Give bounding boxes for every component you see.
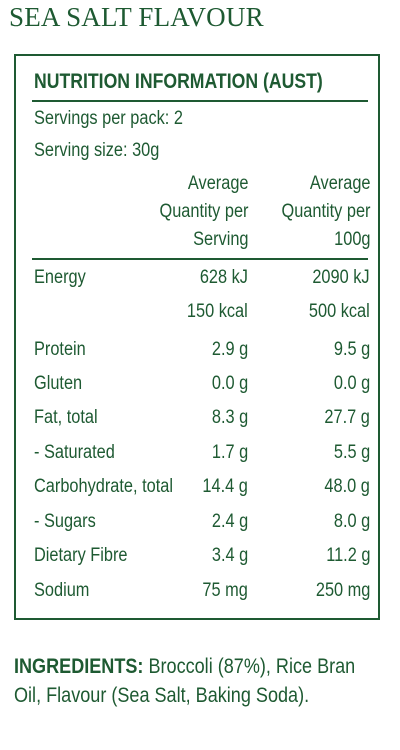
header-divider	[32, 258, 368, 260]
per-100g-value: 11.2 g	[325, 545, 370, 566]
row-label: Carbohydrate, total	[34, 476, 173, 497]
ingredients-label: INGREDIENTS:	[14, 655, 144, 678]
per-serving-value: 2.4 g	[211, 511, 248, 532]
per-serving-value: 3.4 g	[211, 545, 248, 566]
row-label: - Saturated	[34, 442, 115, 463]
per-100g-value: 27.7 g	[324, 407, 370, 428]
ingredients-statement: INGREDIENTS: Broccoli (87%), Rice Bran O…	[14, 652, 375, 710]
nutrition-panel: NUTRITION INFORMATION (AUST) Servings pe…	[14, 54, 380, 620]
per-serving-value: 75 mg	[202, 580, 248, 601]
nutrition-heading: NUTRITION INFORMATION (AUST)	[34, 70, 323, 93]
per-100g-value: 9.5 g	[333, 339, 370, 360]
heading-divider	[32, 100, 368, 102]
per-100g-value: 8.0 g	[333, 511, 370, 532]
per-100g-value: 2090 kJ	[312, 267, 370, 288]
per-serving-value: 150 kcal	[187, 301, 248, 322]
per-100g-value: 5.5 g	[333, 442, 370, 463]
row-label: - Sugars	[34, 511, 96, 532]
per-serving-value: 1.7 g	[211, 442, 248, 463]
servings-per-pack: Servings per pack: 2	[34, 108, 183, 129]
column-header-per-100g: Average Quantity per 100g	[280, 173, 370, 250]
serving-size: Serving size: 30g	[34, 140, 160, 161]
per-serving-value: 8.3 g	[211, 407, 248, 428]
per-serving-value: 628 kJ	[199, 267, 248, 288]
per-100g-value: 500 kcal	[309, 301, 370, 322]
row-label: Sodium	[34, 580, 90, 601]
per-100g-value: 0.0 g	[333, 373, 370, 394]
row-label: Gluten	[34, 373, 83, 394]
per-serving-value: 0.0 g	[211, 373, 248, 394]
row-label: Energy	[34, 267, 86, 288]
row-label: Fat, total	[34, 407, 98, 428]
row-label: Dietary Fibre	[34, 545, 128, 566]
product-flavour-title: SEA SALT FLAVOUR	[9, 2, 264, 32]
per-serving-value: 14.4 g	[202, 476, 248, 497]
ingredients-text: Broccoli (87%), Rice Bran Oil, Flavour (…	[14, 655, 356, 707]
per-serving-value: 2.9 g	[211, 339, 248, 360]
per-100g-value: 48.0 g	[324, 476, 370, 497]
per-100g-value: 250 mg	[315, 580, 370, 601]
row-label: Protein	[34, 339, 86, 360]
column-header-per-serving: Average Quantity per Serving	[158, 173, 248, 250]
